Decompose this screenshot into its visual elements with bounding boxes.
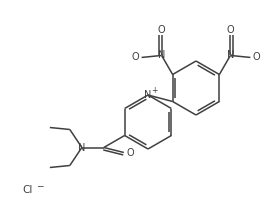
Text: O: O: [158, 26, 165, 36]
Text: N: N: [78, 143, 85, 153]
Text: O: O: [126, 147, 134, 157]
Text: N: N: [144, 90, 152, 100]
Text: N: N: [158, 50, 165, 60]
Text: +: +: [151, 85, 157, 95]
Text: Cl: Cl: [22, 185, 32, 195]
Text: O: O: [132, 52, 139, 62]
Text: −: −: [36, 182, 43, 190]
Text: O: O: [226, 26, 234, 36]
Text: N: N: [227, 50, 234, 60]
Text: O: O: [252, 52, 260, 62]
